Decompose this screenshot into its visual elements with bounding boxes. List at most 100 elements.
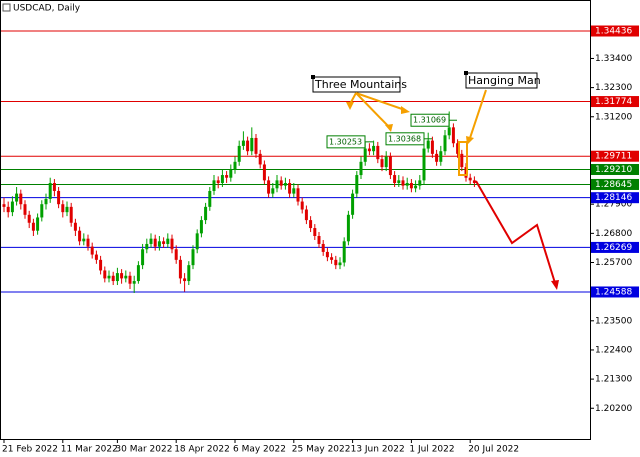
x-tick-label: 18 Apr 2022 bbox=[174, 445, 230, 455]
candle-body bbox=[153, 238, 157, 247]
candle-body bbox=[338, 262, 342, 266]
arrow-head bbox=[401, 106, 410, 114]
x-tick-label: 13 Jun 2022 bbox=[351, 445, 405, 455]
candle-body bbox=[233, 161, 237, 170]
candle-body bbox=[334, 259, 338, 266]
candle-body bbox=[225, 175, 229, 178]
candle-body bbox=[401, 180, 405, 186]
candle-body bbox=[321, 243, 325, 252]
candle-body bbox=[288, 183, 292, 194]
candle-body bbox=[120, 273, 124, 279]
highlight-box bbox=[458, 141, 468, 176]
candle-body bbox=[254, 137, 258, 154]
candle-body bbox=[246, 140, 250, 152]
candle-body bbox=[460, 153, 464, 168]
anchor bbox=[311, 75, 315, 79]
candle-body bbox=[6, 206, 10, 213]
candle-body bbox=[439, 151, 443, 162]
y-tick-label: 1.25700 bbox=[595, 258, 632, 268]
candle-body bbox=[430, 140, 434, 154]
annotation-box bbox=[312, 76, 401, 93]
candle-body bbox=[149, 238, 153, 244]
candle-body bbox=[351, 193, 355, 215]
candle-body bbox=[111, 275, 115, 282]
candle-body bbox=[346, 214, 350, 242]
candle-body bbox=[94, 254, 98, 260]
x-tick-label: 11 Mar 2022 bbox=[61, 445, 118, 455]
annotation-box bbox=[465, 72, 538, 89]
candle-body bbox=[27, 214, 31, 223]
candle-body bbox=[388, 156, 392, 176]
candle-body bbox=[279, 180, 283, 186]
candle-body bbox=[178, 259, 182, 279]
level-label: 1.28645 bbox=[595, 180, 632, 190]
candle-body bbox=[443, 135, 447, 152]
level-tag bbox=[591, 192, 639, 204]
candle-body bbox=[40, 204, 44, 218]
candle-body bbox=[409, 183, 413, 189]
candle-body bbox=[300, 201, 304, 210]
candle-body bbox=[61, 204, 65, 213]
y-tick-label: 1.31200 bbox=[595, 112, 632, 122]
candle-body bbox=[199, 220, 203, 234]
candle-body bbox=[283, 183, 287, 186]
price-label: 1.30253 bbox=[329, 137, 362, 146]
candle-body bbox=[296, 188, 300, 202]
candle-body bbox=[23, 204, 27, 215]
candle-body bbox=[103, 270, 107, 279]
x-tick-label: 25 May 2022 bbox=[292, 445, 351, 455]
y-tick-label: 1.22400 bbox=[595, 345, 632, 355]
arrow-head bbox=[346, 102, 354, 110]
candle-body bbox=[456, 143, 460, 154]
candle-body bbox=[309, 220, 313, 229]
anchor bbox=[464, 71, 468, 75]
level-label: 1.29210 bbox=[595, 165, 632, 175]
candle-body bbox=[57, 190, 61, 205]
y-tick-label: 1.27900 bbox=[595, 200, 632, 210]
candle-body bbox=[208, 190, 212, 207]
candle-body bbox=[313, 228, 317, 237]
candle-body bbox=[86, 238, 90, 247]
candle-body bbox=[325, 251, 329, 258]
candle-body bbox=[145, 243, 149, 250]
candle-body bbox=[191, 249, 195, 266]
candle-body bbox=[115, 273, 119, 282]
x-tick-label: 6 May 2022 bbox=[233, 445, 286, 455]
candle-body bbox=[69, 206, 73, 223]
candle-body bbox=[2, 204, 6, 207]
candle-body bbox=[267, 180, 271, 194]
y-tick-label: 1.21300 bbox=[595, 375, 632, 385]
level-label: 1.31774 bbox=[595, 97, 632, 107]
candle-body bbox=[468, 177, 472, 181]
candle-body bbox=[372, 145, 376, 152]
candle-body bbox=[292, 188, 296, 194]
y-tick-label: 1.26800 bbox=[595, 229, 632, 239]
candle-body bbox=[258, 153, 262, 165]
candle-body bbox=[128, 275, 132, 284]
candle-body bbox=[451, 127, 455, 144]
candle-body bbox=[78, 230, 82, 242]
y-tick-label: 1.23500 bbox=[595, 316, 632, 326]
candle-body bbox=[229, 169, 233, 178]
candle-body bbox=[170, 238, 174, 250]
forecast-path bbox=[475, 180, 556, 284]
candle-body bbox=[36, 217, 40, 231]
x-tick-label: 20 Jul 2022 bbox=[468, 445, 519, 455]
candle-body bbox=[52, 183, 56, 191]
candle-body bbox=[426, 140, 430, 149]
arrow-heads bbox=[346, 102, 474, 145]
candle-body bbox=[250, 137, 254, 152]
candle-body bbox=[405, 183, 409, 186]
candle-body bbox=[157, 241, 161, 247]
candle-body bbox=[380, 159, 384, 168]
candle-body bbox=[204, 206, 208, 221]
level-label: 1.24588 bbox=[595, 287, 632, 297]
y-tick-label: 1.20200 bbox=[595, 404, 632, 414]
candle-body bbox=[136, 265, 140, 282]
level-tag bbox=[591, 25, 639, 37]
candle-body bbox=[359, 161, 363, 176]
level-tag bbox=[591, 150, 639, 162]
level-tag bbox=[591, 286, 639, 298]
candle-body bbox=[220, 175, 224, 184]
candle-body bbox=[212, 180, 216, 191]
